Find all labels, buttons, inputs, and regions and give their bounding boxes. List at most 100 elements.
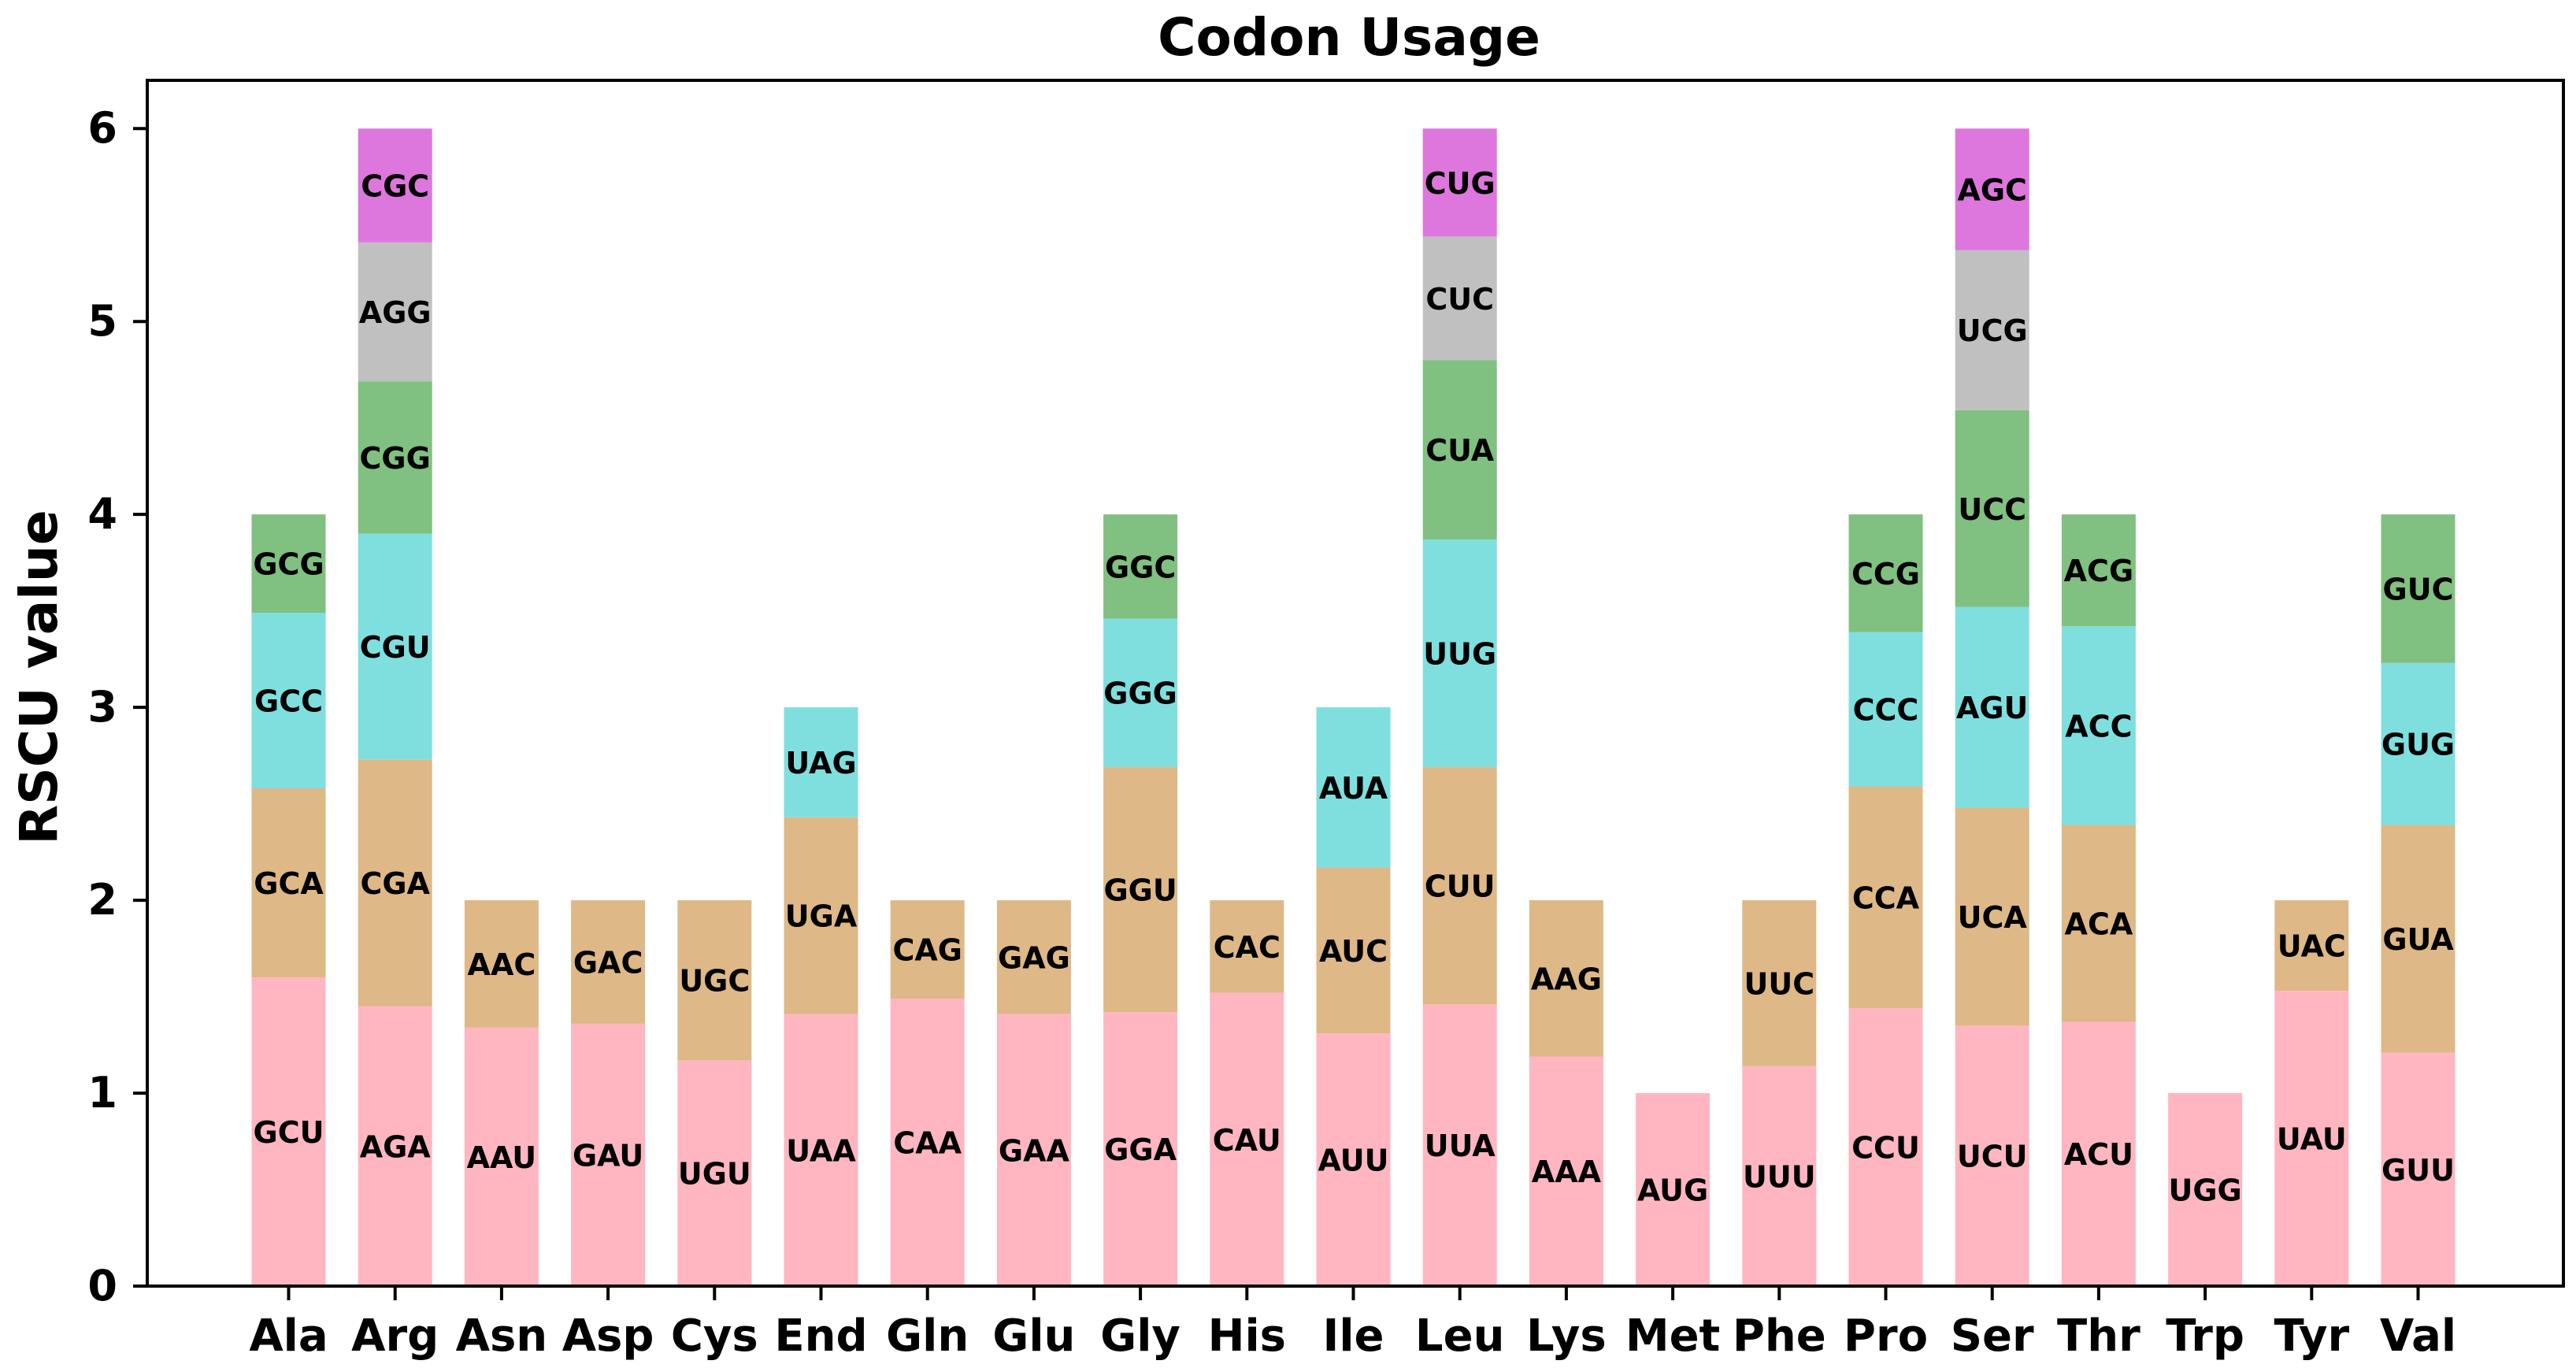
plot-frame (146, 79, 2565, 1288)
segment-label-ucg: UCG (1957, 313, 2028, 348)
segment-label-agg: AGG (359, 295, 432, 330)
bar-segment-cua (1422, 360, 1497, 540)
segment-label-acc: ACC (2065, 709, 2132, 743)
bar-segment-acg (2061, 514, 2136, 627)
bar-segment-gug (2381, 662, 2456, 825)
y-tick-label: 1 (87, 1068, 117, 1118)
segment-label-ccg: CCG (1851, 557, 1920, 591)
bar-stack-asp: GAU GAC (571, 900, 646, 1286)
x-tick-label: Gln (886, 1311, 969, 1362)
y-tick-label: 6 (87, 103, 117, 153)
bar-segment-aaa (1529, 1056, 1603, 1286)
bar-segment-gua (2381, 825, 2456, 1053)
segment-label-gac: GAC (573, 945, 643, 980)
bar-segment-ugg (2168, 1093, 2243, 1286)
bar-stack-phe: UUU UUC (1742, 900, 1817, 1286)
bar-segment-cga (358, 759, 432, 1007)
bar-segment-aac (464, 900, 539, 1028)
bar-segment-cgc (358, 128, 432, 243)
bar-segment-uac (2274, 900, 2349, 992)
bar-segment-aau (464, 1027, 539, 1286)
segment-label-uca: UCA (1958, 900, 2028, 935)
bar-segment-uau (2274, 991, 2349, 1286)
bar-segment-ccu (1848, 1008, 1923, 1286)
segment-label-agu: AGU (1956, 691, 2028, 725)
segment-label-acu: ACU (2064, 1137, 2133, 1172)
x-tick-label: Glu (992, 1311, 1075, 1362)
segment-label-uug: UUG (1423, 637, 1496, 672)
x-tick-label: Trp (2166, 1311, 2244, 1362)
bar-segment-uaa (784, 1014, 858, 1286)
segment-label-uaa: UAA (786, 1133, 856, 1168)
segment-label-gca: GCA (254, 866, 324, 901)
segment-label-uga: UGA (785, 899, 858, 934)
bar-stack-gly: GGA GGU GGG GGC (1103, 514, 1178, 1286)
bar-stack-ala: GCU GCA GCC GCG (251, 514, 326, 1286)
segment-label-gcc: GCC (254, 684, 323, 719)
bar-segment-uua (1422, 1004, 1497, 1286)
segment-label-aag: AAG (1531, 962, 1602, 996)
bar-segment-ucu (1955, 1025, 2029, 1286)
segment-label-ccc: CCC (1853, 693, 1919, 728)
bar-stack-trp: UGG (2168, 1093, 2243, 1286)
segment-label-uau: UAU (2277, 1122, 2347, 1157)
x-tick-label: Leu (1415, 1311, 1505, 1362)
segment-label-gcg: GCG (253, 547, 324, 582)
bar-segment-gac (571, 900, 646, 1024)
x-tick-label: Met (1625, 1311, 1720, 1362)
bar-segment-cag (890, 900, 965, 999)
x-tick-label: Lys (1526, 1311, 1607, 1362)
bar-segment-agu (1955, 606, 2029, 808)
segment-label-cuc: CUC (1425, 282, 1494, 317)
bar-segment-guu (2381, 1052, 2456, 1286)
bar-segment-gca (251, 788, 326, 978)
bar-stack-lys: AAA AAG (1529, 900, 1603, 1286)
x-tick-label: Tyr (2274, 1311, 2349, 1362)
bar-stack-tyr: UAU UAC (2274, 900, 2349, 1286)
segment-label-cgg: CGG (360, 441, 431, 476)
segment-label-cug: CUG (1425, 166, 1496, 201)
segment-label-aaa: AAA (1532, 1155, 1602, 1189)
segment-label-aug: AUG (1637, 1173, 1708, 1208)
x-tick-label: Ile (1322, 1311, 1384, 1362)
bar-segment-uga (784, 817, 858, 1014)
x-tick-label: His (1208, 1311, 1286, 1362)
x-tick-label: Arg (351, 1311, 439, 1362)
bar-segment-ggc (1103, 514, 1178, 619)
bar-segment-aca (2061, 825, 2136, 1022)
segment-label-uac: UAC (2278, 929, 2346, 964)
segment-label-ucu: UCU (1957, 1140, 2028, 1174)
y-tick-label: 3 (87, 682, 117, 732)
bar-segment-gcc (251, 613, 326, 789)
bar-stack-ser: UCU UCA AGU UCC UCG AGC (1955, 128, 2029, 1286)
segment-label-cgu: CGU (360, 630, 431, 665)
bar-segment-gcg (251, 514, 326, 614)
segment-label-ugu: UGU (678, 1157, 751, 1192)
bar-segment-agg (358, 242, 432, 382)
x-tick-label: Cys (671, 1311, 758, 1362)
x-tick-label: Asn (456, 1311, 548, 1362)
segment-label-ggg: GGG (1103, 677, 1177, 711)
segment-label-ugc: UGC (679, 964, 750, 999)
bar-stack-gln: CAA CAG (890, 900, 965, 1286)
segment-label-ugg: UGG (2168, 1173, 2241, 1208)
chart-title: Codon Usage (1158, 7, 1540, 68)
bars-layer: GCUGCAGCCGCGAGACGACGUCGGAGGCGCAAUAACGAUG… (251, 128, 2456, 1286)
bar-segment-cac (1210, 900, 1284, 993)
y-tick-label: 2 (87, 875, 117, 925)
segment-label-cca: CCA (1852, 880, 1920, 915)
segment-label-gug: GUG (2381, 728, 2455, 762)
segment-label-gau: GAU (573, 1138, 643, 1173)
segment-label-uag: UAG (785, 746, 856, 780)
bar-stack-his: CAU CAC (1210, 900, 1284, 1286)
segment-label-uuc: UUC (1744, 966, 1814, 1001)
segment-label-guu: GUU (2381, 1153, 2455, 1188)
bar-segment-ucg (1955, 250, 2029, 410)
bar-segment-gaa (996, 1014, 1071, 1286)
x-tick-label: Asp (562, 1311, 654, 1362)
bar-segment-cug (1422, 128, 1497, 237)
bar-segment-ggu (1103, 767, 1178, 1013)
segment-label-cac: CAC (1214, 930, 1281, 965)
bar-segment-gag (996, 900, 1071, 1014)
